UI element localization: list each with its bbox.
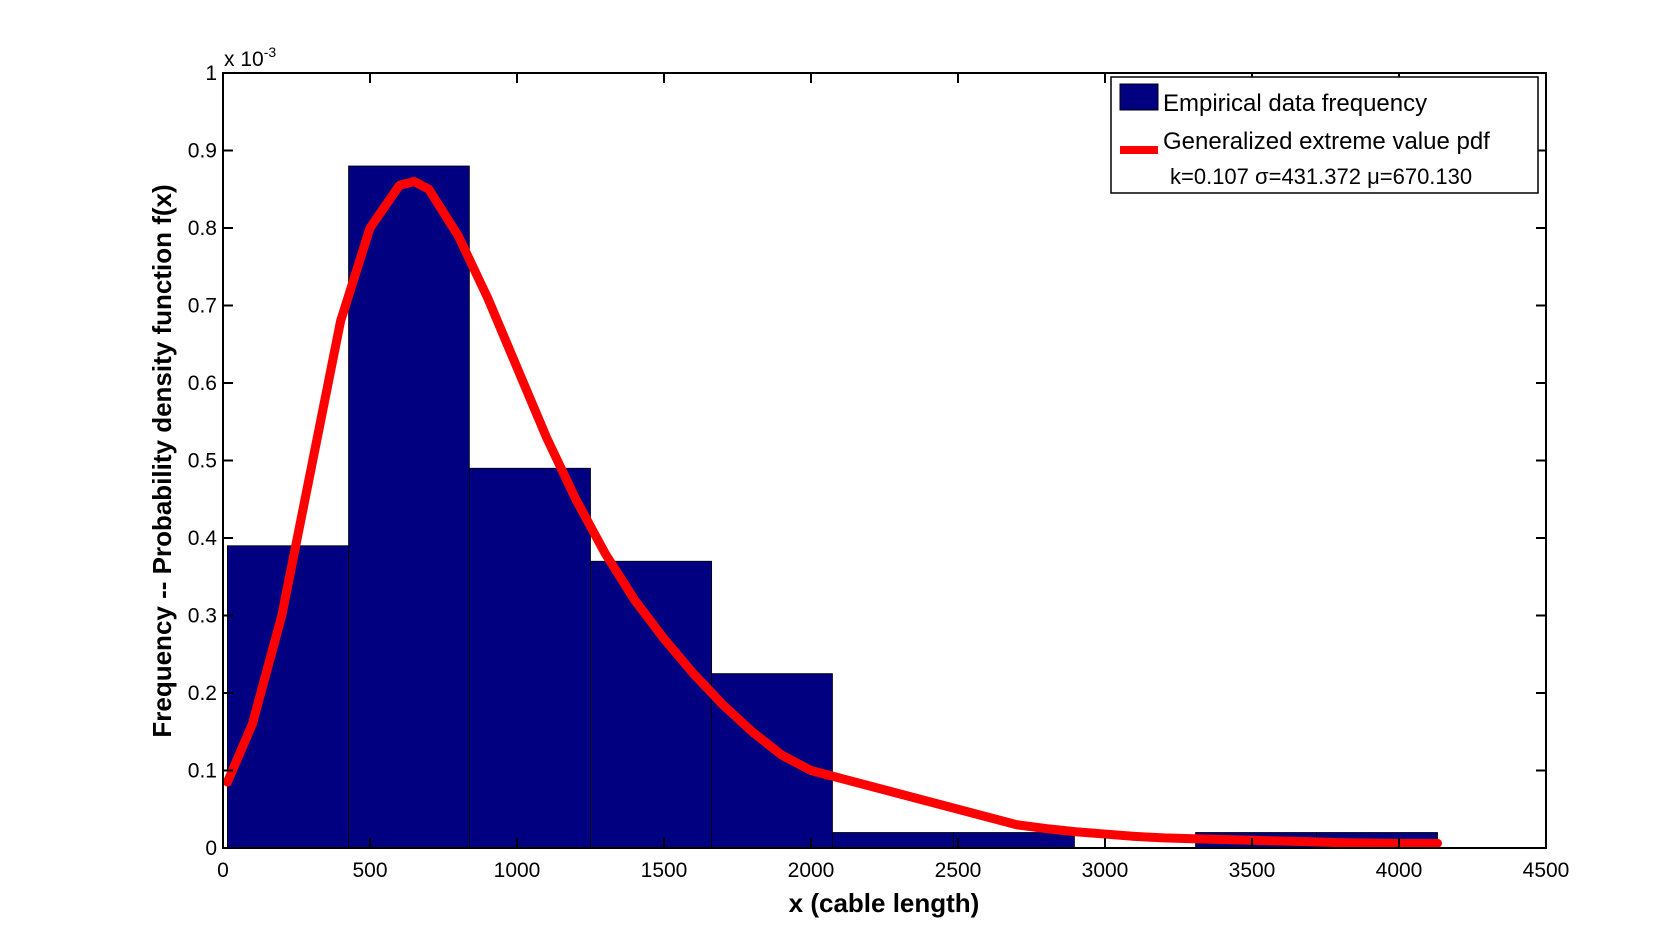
x-tick-label: 0: [217, 859, 229, 882]
legend-curve-label: Generalized extreme value pdf: [1163, 128, 1490, 155]
y-tick-label: 0.9: [188, 140, 217, 163]
legend: Empirical data frequency Generalized ext…: [1110, 76, 1539, 194]
y-tick-label: 0.7: [188, 295, 217, 318]
y-exponent-label: x 10-3: [224, 44, 276, 71]
histogram-bar: [348, 165, 470, 849]
x-tick-label: 2000: [788, 859, 835, 882]
histogram-bars: [227, 165, 1438, 849]
histogram-bar: [590, 560, 713, 849]
x-tick-label: 3500: [1229, 859, 1276, 882]
histogram-bar: [832, 832, 954, 849]
y-tick-label: 0.3: [188, 605, 217, 628]
y-axis-label: Frequency -- Probability density functio…: [147, 184, 177, 737]
y-tick-label: 0.1: [188, 760, 217, 783]
legend-curve-params: k=0.107 σ=431.372 μ=670.130: [1170, 164, 1472, 189]
y-tick-label: 0: [205, 837, 217, 860]
histogram-bar: [468, 467, 591, 849]
axis-ticks: 0 500 1000 1500 2000 2500 3000 3500 4000 4500 0 0.1…: [188, 62, 1570, 882]
legend-box: [1110, 76, 1539, 194]
x-tick-label: 1500: [641, 859, 688, 882]
y-tick-label: 1: [205, 62, 217, 85]
y-tick-label: 0.2: [188, 682, 217, 705]
x-tick-label: 2500: [935, 859, 982, 882]
x-tick-label: 3000: [1082, 859, 1129, 882]
y-tick-label: 0.4: [188, 527, 218, 550]
y-tick-label: 0.8: [188, 217, 217, 240]
histogram-bar: [953, 832, 1075, 849]
pdf-curve-layer: [222, 177, 1443, 848]
y-tick-label: 0.5: [188, 450, 217, 473]
x-axis-label: x (cable length): [789, 888, 980, 918]
x-tick-label: 1000: [494, 859, 541, 882]
legend-histogram-label: Empirical data frequency: [1163, 90, 1427, 117]
histogram-bar: [711, 673, 833, 849]
legend-histogram-swatch: [1119, 83, 1159, 111]
y-tick-label: 0.6: [188, 372, 217, 395]
x-tick-label: 4500: [1523, 859, 1570, 882]
x-tick-label: 4000: [1376, 859, 1423, 882]
x-tick-label: 500: [352, 859, 387, 882]
pdf-curve-line: [222, 177, 1443, 848]
